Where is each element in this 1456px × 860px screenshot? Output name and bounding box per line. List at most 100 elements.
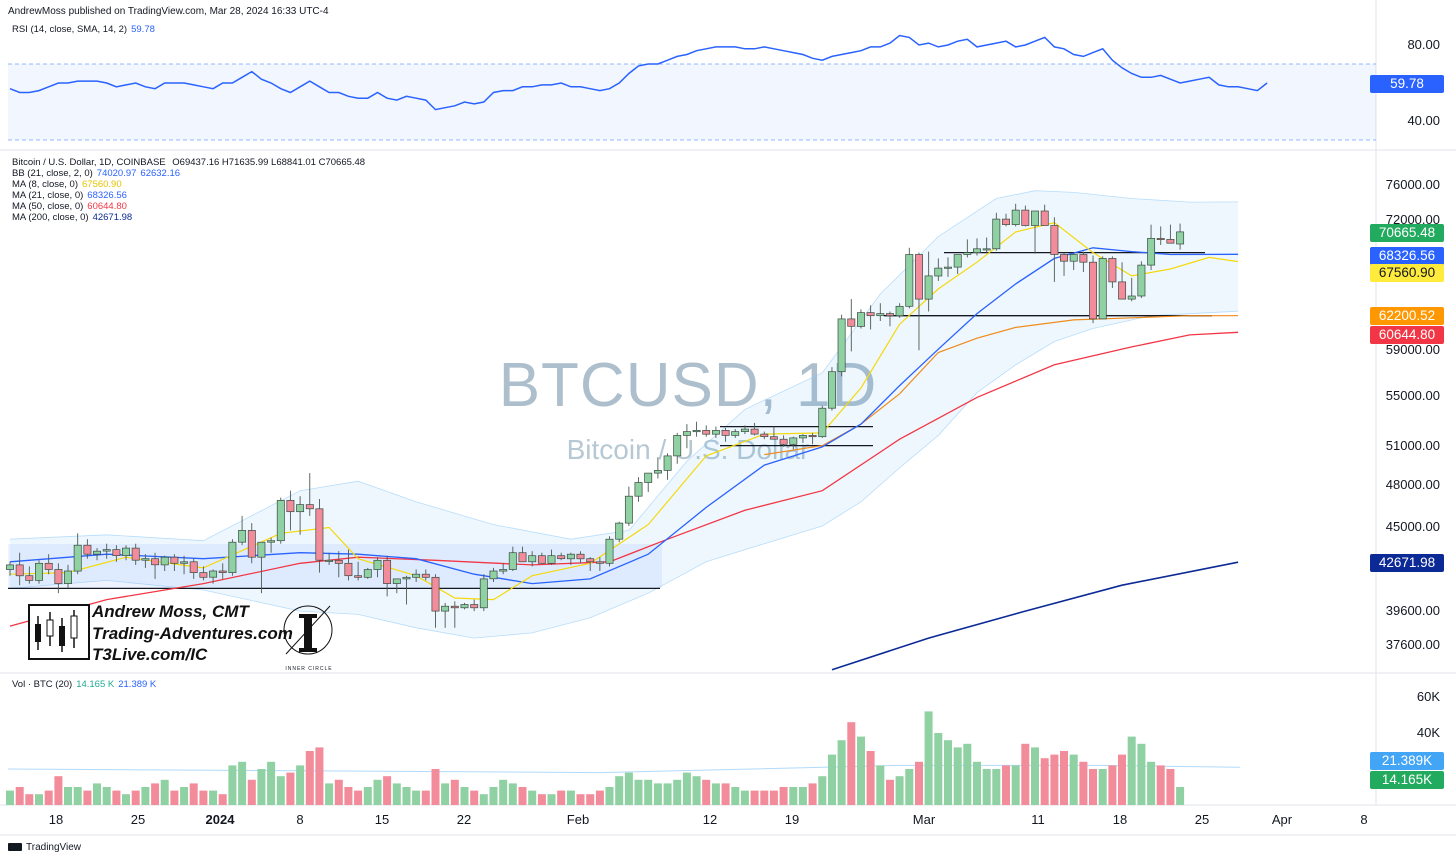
candle <box>934 258 943 281</box>
volume-value-1: 14.165 K <box>76 679 115 690</box>
volume-bar <box>576 794 585 805</box>
candle <box>576 551 585 564</box>
volume-bar <box>354 790 363 805</box>
candle <box>1137 261 1146 299</box>
volume-bar <box>218 794 227 805</box>
candle-body <box>267 540 276 543</box>
volume-bar <box>537 794 546 805</box>
date-tick-label: 8 <box>1360 812 1368 827</box>
volume-bar <box>944 740 952 805</box>
volume-bar <box>769 790 778 805</box>
candle <box>238 515 247 546</box>
volume-bar <box>721 783 730 805</box>
candle <box>1079 251 1088 272</box>
candle <box>392 578 401 594</box>
candle-body <box>170 556 179 564</box>
candle <box>905 247 914 309</box>
date-tick-label: 25 <box>1194 812 1210 827</box>
volume-bar <box>663 783 672 805</box>
candle <box>218 563 227 579</box>
volume-bar <box>189 783 198 805</box>
volume-bar <box>1079 761 1088 805</box>
volume-bar <box>450 779 459 805</box>
candle <box>54 563 63 594</box>
ma8-legend[interactable]: MA (8, close, 0) 67560.90 <box>12 179 365 190</box>
candle-body <box>421 573 430 578</box>
watermark-title: BTCUSD, 1D <box>498 351 878 420</box>
candle-body <box>537 555 546 564</box>
bb-legend[interactable]: BB (21, close, 2, 0) 74020.97 62632.16 <box>12 168 365 179</box>
candle <box>653 457 662 479</box>
candle <box>847 299 856 352</box>
candle-body <box>286 500 295 513</box>
candle-body <box>460 604 469 609</box>
candle-body <box>1089 261 1097 320</box>
candle-body <box>760 433 769 437</box>
candle <box>721 427 730 442</box>
date-tick-label: 11 <box>1031 812 1045 827</box>
candle <box>740 425 749 435</box>
candle-body <box>605 538 614 564</box>
volume-tick-label: 40K <box>1416 725 1440 740</box>
ma200-value: 42671.98 <box>92 212 133 223</box>
candle-body <box>924 275 933 300</box>
candle-body <box>344 562 353 577</box>
volume-bar <box>876 765 885 805</box>
candle <box>566 552 575 565</box>
volume-bar <box>460 787 469 805</box>
candle-body <box>847 318 856 327</box>
candle-body <box>769 436 778 440</box>
candle <box>876 303 885 321</box>
volume-bar <box>1108 765 1117 805</box>
candle <box>199 566 208 581</box>
candle-body <box>557 555 566 560</box>
tradingview-logo-icon <box>8 843 22 852</box>
candle <box>64 564 72 589</box>
candle <box>518 546 527 563</box>
ma200-name: MA (200, close, 0) <box>12 212 89 223</box>
candle <box>1069 252 1078 270</box>
ma200-legend[interactable]: MA (200, close, 0) 42671.98 <box>12 212 365 223</box>
candle-body <box>35 562 43 581</box>
candle <box>489 567 498 582</box>
candle-body <box>1108 258 1117 283</box>
candle-body <box>808 435 817 438</box>
candle-body <box>644 472 653 483</box>
candle-body <box>1060 254 1068 262</box>
candle-body <box>663 455 672 471</box>
candle-body <box>1127 295 1136 300</box>
candle-body <box>93 550 101 555</box>
candle <box>73 533 82 575</box>
candle-body <box>653 470 662 474</box>
footer: TradingView <box>8 842 81 853</box>
price-tick-label: 72000.00 <box>1385 212 1440 227</box>
volume-bar <box>1021 743 1030 805</box>
ma21-legend[interactable]: MA (21, close, 0) 68326.56 <box>12 190 365 201</box>
date-tick-label: 2024 <box>205 812 235 827</box>
candle <box>944 257 952 277</box>
volume-bar <box>702 779 711 805</box>
candle-body <box>276 500 285 542</box>
volume-bar <box>1127 736 1136 805</box>
candle <box>160 555 169 571</box>
inner-circle-caption: INNER CIRCLE <box>285 666 333 672</box>
volume-bar <box>779 787 788 805</box>
candle <box>102 543 111 559</box>
candle-body <box>54 569 63 584</box>
volume-bar <box>334 779 343 805</box>
ma8-line <box>9 222 1239 601</box>
candle <box>895 303 904 318</box>
candle <box>615 521 624 543</box>
candle <box>267 537 276 553</box>
volume-bar <box>489 787 498 805</box>
volume-bar <box>392 783 401 805</box>
candle <box>412 569 421 582</box>
candle <box>1011 203 1020 227</box>
candle <box>973 238 981 256</box>
ma50-legend[interactable]: MA (50, close, 0) 60644.80 <box>12 201 365 212</box>
symbol-name: Bitcoin / U.S. Dollar, 1D, COINBASE <box>12 157 166 168</box>
candle-body <box>296 504 305 513</box>
volume-bar <box>1147 761 1156 805</box>
volume-bar <box>276 776 285 805</box>
